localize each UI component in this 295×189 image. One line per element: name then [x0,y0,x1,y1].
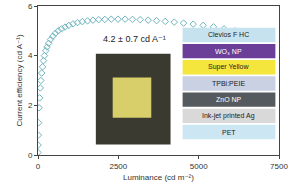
svg-text:0: 0 [36,162,41,171]
svg-text:ZnO NP: ZnO NP [216,96,242,103]
svg-text:Clevios F HC: Clevios F HC [208,31,249,38]
svg-text:2: 2 [28,101,33,110]
svg-text:0: 0 [28,151,33,160]
svg-text:4.2 ± 0.7 cd A⁻¹: 4.2 ± 0.7 cd A⁻¹ [103,34,166,44]
svg-text:2500: 2500 [109,162,127,171]
svg-text:6: 6 [28,2,33,11]
svg-text:4: 4 [28,51,33,60]
svg-text:TPBi:PEIE: TPBi:PEIE [212,80,245,87]
svg-text:5000: 5000 [190,162,208,171]
svg-text:WO₃ NP: WO₃ NP [215,48,242,55]
svg-text:Ink-jet printed Ag: Ink-jet printed Ag [202,112,255,120]
svg-text:Current efficiency (cd A⁻¹): Current efficiency (cd A⁻¹) [15,34,24,126]
svg-text:Super Yellow: Super Yellow [208,63,249,71]
svg-text:7500: 7500 [270,162,288,171]
svg-text:PET: PET [222,129,236,136]
svg-text:Luminance (cd m⁻²): Luminance (cd m⁻²) [123,173,194,182]
